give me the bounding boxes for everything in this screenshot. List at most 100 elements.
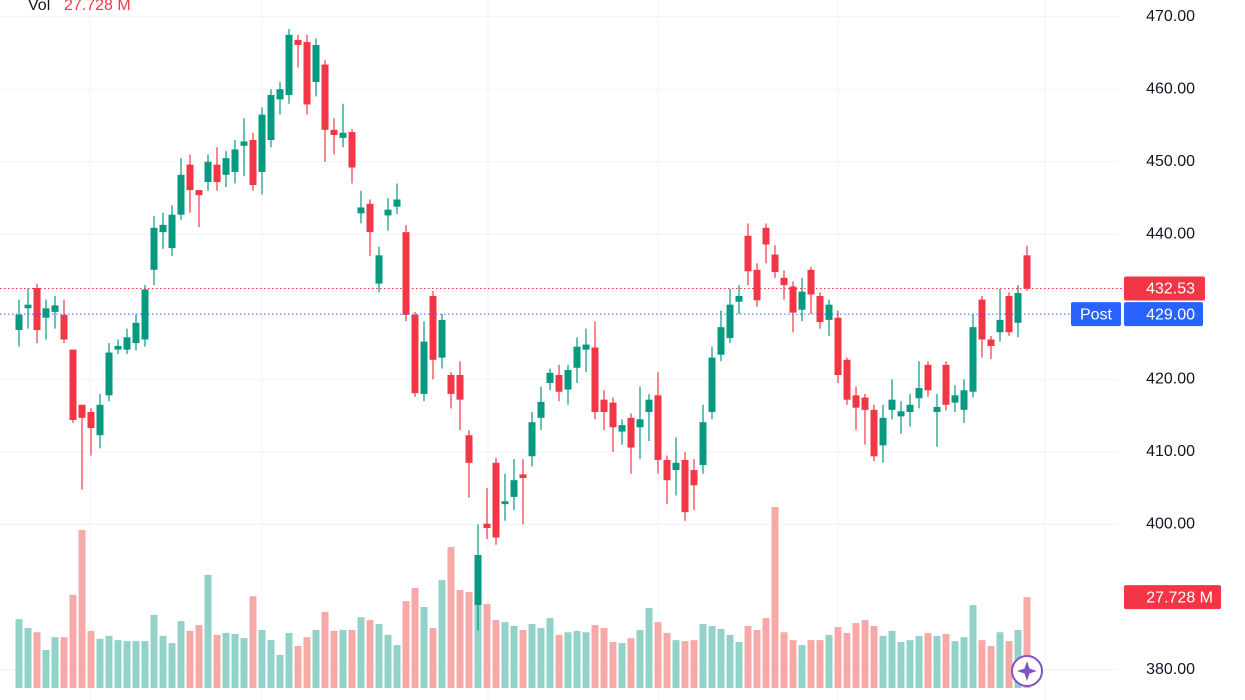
candle-body xyxy=(33,287,41,331)
candle-body xyxy=(708,357,716,413)
volume-bar xyxy=(60,637,68,688)
y-tick-label: 380.00 xyxy=(1146,661,1195,678)
volume-bar xyxy=(114,640,122,688)
candle-body xyxy=(924,364,932,391)
candle-body xyxy=(726,304,734,339)
candle-body xyxy=(357,207,365,214)
volume-bar xyxy=(240,638,248,688)
candle-body xyxy=(771,254,779,273)
assistant-icon[interactable] xyxy=(1011,655,1043,687)
candle-body xyxy=(1023,255,1031,289)
volume-bar xyxy=(879,635,887,688)
y-tick-label: 410.00 xyxy=(1146,443,1195,460)
candle-body xyxy=(654,395,662,460)
candle-body xyxy=(339,132,347,138)
candle-body xyxy=(42,308,50,318)
volume-bar xyxy=(528,624,536,688)
candle-body xyxy=(1014,293,1022,323)
volume-bar xyxy=(150,614,158,688)
volume-bar xyxy=(159,635,167,688)
candle-body xyxy=(168,214,176,249)
volume-bar xyxy=(555,634,563,688)
volume-title: Vol xyxy=(28,0,50,14)
candle-body xyxy=(690,470,698,486)
volume-bar xyxy=(258,629,266,688)
volume-bar xyxy=(798,645,806,688)
candle-body xyxy=(591,347,599,413)
volume-bar xyxy=(294,646,302,688)
candle-body xyxy=(267,95,275,140)
icon-star xyxy=(1017,661,1037,681)
volume-bar xyxy=(888,630,896,688)
volume-bar xyxy=(600,627,608,688)
volume-bar xyxy=(861,620,869,688)
volume-bar xyxy=(825,634,833,688)
volume-bar xyxy=(24,627,32,688)
candle-body xyxy=(348,132,356,168)
candle-body xyxy=(798,291,806,310)
candle-body xyxy=(735,295,743,302)
candle-body xyxy=(60,314,68,340)
candle-body xyxy=(321,64,329,130)
volume-bar xyxy=(123,641,131,688)
candle-body xyxy=(546,372,554,384)
volume-bar xyxy=(357,617,365,688)
candle-body xyxy=(978,299,986,340)
candle-body xyxy=(636,419,644,428)
candle-body xyxy=(996,319,1004,333)
volume-bar xyxy=(384,634,392,688)
y-tick-label: 470.00 xyxy=(1146,8,1195,25)
candle-body xyxy=(330,129,338,135)
volume-bar xyxy=(33,632,41,688)
candle-body xyxy=(231,149,239,172)
volume-bar xyxy=(681,641,689,688)
volume-bar xyxy=(906,640,914,688)
candle-body xyxy=(609,402,617,428)
last-price-badge xyxy=(1124,276,1205,301)
candle-body xyxy=(681,459,689,513)
volume-bar xyxy=(177,621,185,688)
candle-body xyxy=(123,337,131,350)
volume-bar xyxy=(375,624,383,688)
candle-body xyxy=(312,44,320,82)
volume-bar xyxy=(726,634,734,688)
volume-bar xyxy=(420,607,428,688)
volume-bar xyxy=(753,629,761,688)
volume-bar xyxy=(366,620,374,688)
candle-body xyxy=(537,401,545,418)
volume-bar xyxy=(843,632,851,688)
y-tick-label: 420.00 xyxy=(1146,371,1195,388)
volume-bar xyxy=(780,632,788,688)
candle-body xyxy=(285,34,293,96)
candle-body xyxy=(114,346,122,350)
volume-bar xyxy=(708,626,716,688)
candle-body xyxy=(807,269,815,295)
candle-body xyxy=(960,390,968,410)
candle-body xyxy=(897,411,905,417)
candle-body xyxy=(15,314,23,331)
candle-body xyxy=(879,417,887,446)
candle-body xyxy=(888,399,896,410)
volume-bar xyxy=(519,629,527,688)
volume-bar xyxy=(690,640,698,688)
post-badge xyxy=(1071,302,1121,327)
candle-body xyxy=(276,89,284,100)
volume-bar xyxy=(42,649,50,688)
volume-bar xyxy=(249,596,257,688)
candle-body xyxy=(294,39,302,45)
candle-body xyxy=(816,295,824,323)
candle-body xyxy=(186,164,194,191)
candle-body xyxy=(375,255,383,284)
candle-body xyxy=(951,395,959,403)
volume-bars xyxy=(15,506,1031,688)
volume-bar xyxy=(96,638,104,688)
volume-bar xyxy=(195,625,203,688)
candle-body xyxy=(717,327,725,355)
volume-bar xyxy=(591,625,599,688)
volume-bar xyxy=(321,611,329,688)
candle-body xyxy=(78,404,86,418)
volume-bar xyxy=(546,618,554,688)
volume-bar xyxy=(69,594,77,688)
volume-bar xyxy=(699,624,707,688)
candle-body xyxy=(87,412,95,428)
